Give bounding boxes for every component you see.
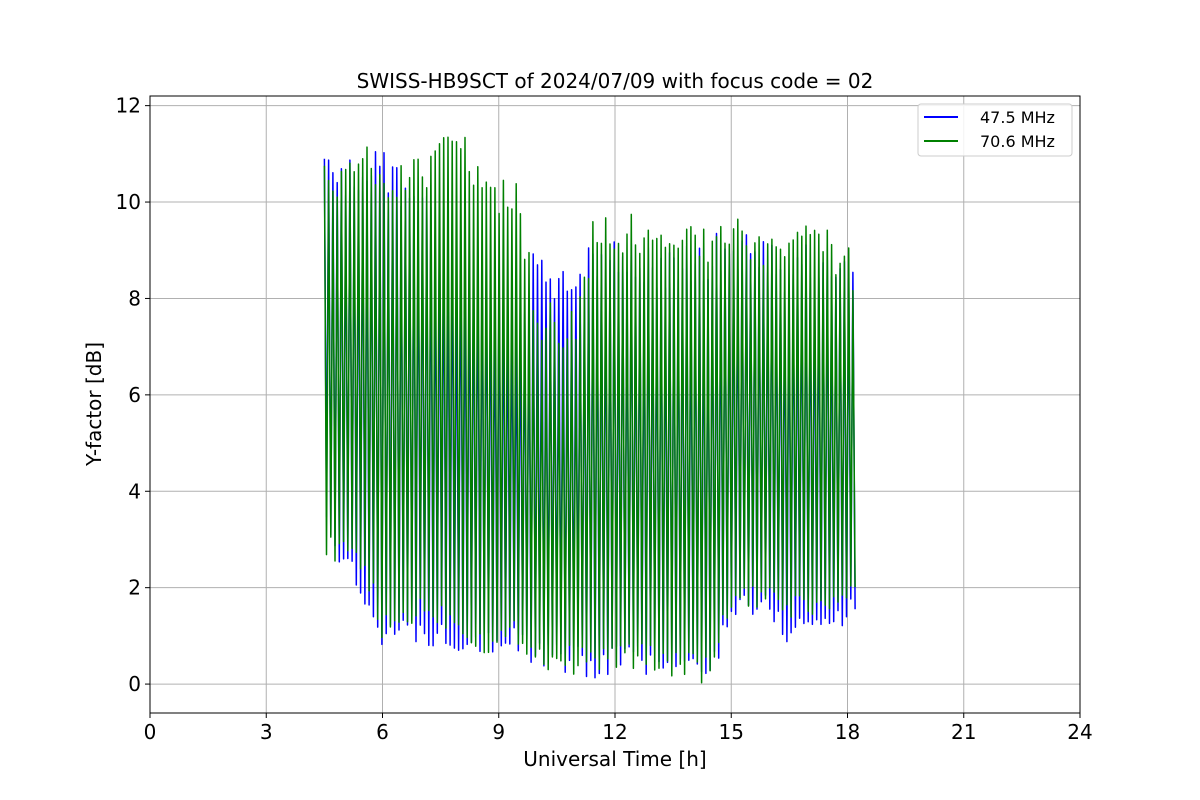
x-tick-label: 18 (835, 720, 860, 744)
x-tick-label: 9 (492, 720, 505, 744)
x-tick-label: 3 (260, 720, 273, 744)
y-tick-label: 12 (116, 94, 141, 118)
x-tick-label: 0 (144, 720, 157, 744)
x-tick-label: 12 (602, 720, 627, 744)
series-layer (323, 136, 856, 684)
legend-label: 70.6 MHz (980, 132, 1055, 151)
x-tick-label: 15 (719, 720, 744, 744)
x-axis-label: Universal Time [h] (523, 747, 706, 771)
x-tick-label: 24 (1067, 720, 1092, 744)
y-tick-label: 0 (128, 672, 141, 696)
legend: 47.5 MHz 70.6 MHz (917, 103, 1073, 157)
x-tick-label: 21 (951, 720, 976, 744)
series-line-70-6-mhz (323, 136, 856, 684)
y-tick-label: 4 (128, 479, 141, 503)
y-axis-label: Y-factor [dB] (82, 342, 106, 467)
legend-label: 47.5 MHz (980, 108, 1055, 127)
chart-title: SWISS-HB9SCT of 2024/07/09 with focus co… (357, 69, 874, 93)
y-tick-label: 6 (128, 383, 141, 407)
y-tick-label: 8 (128, 286, 141, 310)
y-tick-label: 2 (128, 576, 141, 600)
x-tick-label: 6 (376, 720, 389, 744)
y-tick-label: 10 (116, 190, 141, 214)
